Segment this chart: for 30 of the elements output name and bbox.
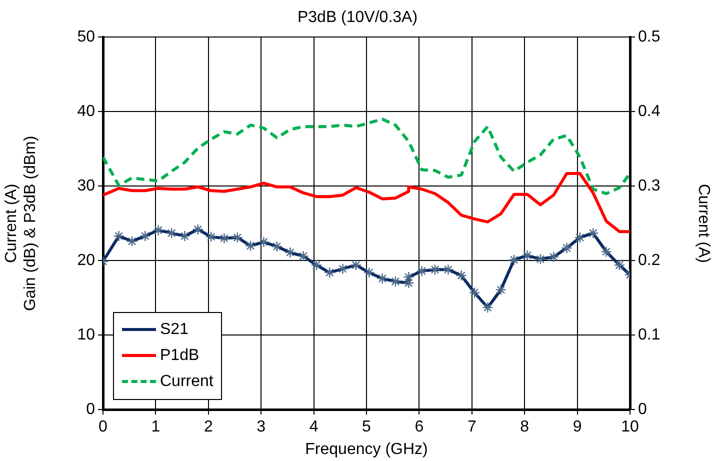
x-tick-label: 6 bbox=[414, 418, 424, 436]
x-tick-label: 4 bbox=[309, 418, 318, 436]
x-tick-label: 9 bbox=[572, 418, 582, 436]
x-tick-label: 7 bbox=[467, 418, 476, 436]
y2-tick-label: 0.3 bbox=[638, 178, 660, 195]
y-tick-label: 0 bbox=[86, 401, 96, 418]
y2-tick-label: 0.5 bbox=[638, 28, 660, 46]
legend-label: S21 bbox=[160, 320, 188, 339]
y-tick-label: 40 bbox=[77, 103, 96, 120]
x-tick-label: 3 bbox=[256, 418, 266, 436]
x-tick-label: 8 bbox=[520, 418, 530, 436]
chart-title: P3dB (10V/0.3A) bbox=[297, 9, 418, 26]
x-axis-title: Frequency (GHz) bbox=[305, 440, 428, 458]
x-tick-label: 0 bbox=[98, 418, 108, 436]
y-axis-title: Current (A) Gain (dB) & P3dB (dBm) bbox=[3, 136, 40, 311]
x-tick-label: 2 bbox=[204, 418, 213, 436]
legend-label: Current bbox=[160, 372, 214, 391]
y2-tick-label: 0 bbox=[638, 401, 647, 418]
y-tick-label: 10 bbox=[77, 326, 96, 344]
legend-label: P1dB bbox=[160, 346, 200, 365]
y-tick-label: 20 bbox=[77, 252, 96, 270]
y-tick-label: 30 bbox=[77, 178, 96, 195]
x-tick-label: 5 bbox=[362, 418, 372, 436]
y2-axis-title: Current (A) bbox=[694, 184, 712, 263]
y-tick-label: 50 bbox=[77, 28, 96, 46]
y2-tick-label: 0.1 bbox=[638, 326, 660, 344]
x-tick-label: 10 bbox=[621, 418, 639, 436]
y2-tick-label: 0.2 bbox=[638, 252, 660, 270]
y2-tick-label: 0.4 bbox=[638, 103, 660, 120]
x-tick-label: 1 bbox=[151, 418, 160, 436]
